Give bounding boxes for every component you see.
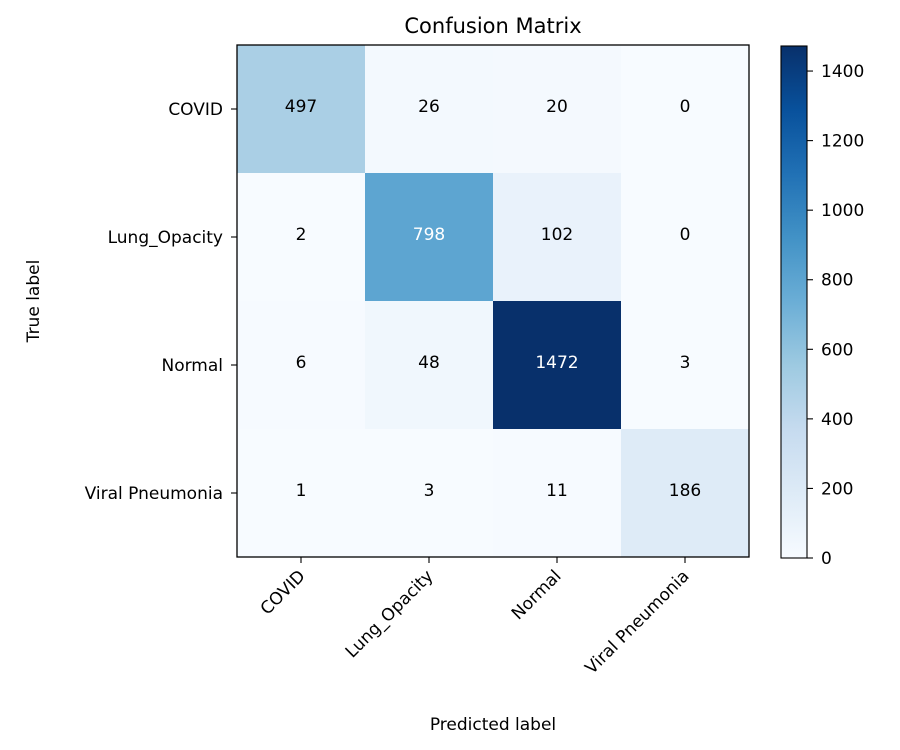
x-tick-label: Normal [508, 566, 566, 624]
heatmap-cell [237, 173, 366, 302]
x-tick-label: COVID [257, 566, 310, 619]
heatmap-cell [237, 301, 366, 430]
y-tick-label: Normal [161, 356, 223, 376]
colorbar-tick-label: 800 [821, 271, 853, 291]
heatmap-cell [365, 429, 494, 558]
cell-value-label: 26 [418, 97, 440, 117]
y-tick-label: Lung_Opacity [108, 228, 223, 248]
heatmap-cell [493, 45, 622, 174]
heatmap-cell [493, 173, 622, 302]
cell-value-label: 11 [546, 481, 568, 501]
cell-value-label: 186 [669, 481, 701, 501]
cell-value-label: 798 [413, 225, 445, 245]
colorbar-tick-label: 600 [821, 340, 853, 360]
x-axis-ticks: COVID Lung_Opacity Normal Viral Pneumonia [257, 557, 694, 678]
colorbar-tick-label: 1200 [821, 132, 864, 152]
cell-value-label: 102 [541, 225, 573, 245]
colorbar-tick-label: 400 [821, 410, 853, 430]
heatmap-cell [237, 45, 366, 174]
heatmap-cell [621, 45, 750, 174]
colorbar-tick-label: 200 [821, 479, 853, 499]
colorbar-tick-label: 1400 [821, 62, 864, 82]
cell-value-label: 48 [418, 353, 440, 373]
y-axis-ticks: COVID Lung_Opacity Normal Viral Pneumonia [85, 100, 237, 504]
y-tick-label: COVID [168, 100, 223, 120]
heatmap-cell [365, 173, 494, 302]
chart-title: Confusion Matrix [404, 14, 581, 38]
x-tick-label: Viral Pneumonia [582, 566, 694, 678]
x-tick-label: Lung_Opacity [342, 566, 438, 662]
cell-value-label: 3 [680, 353, 691, 373]
cell-value-label: 20 [546, 97, 568, 117]
heatmap-cell [493, 301, 622, 430]
cell-value-label: 3 [424, 481, 435, 501]
cell-value-label: 1472 [535, 353, 578, 373]
cell-value-label: 0 [680, 97, 691, 117]
colorbar [780, 45, 808, 559]
cell-value-label: 0 [680, 225, 691, 245]
heatmap-cell [365, 45, 494, 174]
heatmap-cell [621, 173, 750, 302]
plot-frame [236, 44, 750, 558]
cell-value-label: 497 [285, 97, 317, 117]
colorbar-ticks: 0 200 400 600 800 1000 1200 1400 [807, 62, 864, 569]
heatmap-cell [493, 429, 622, 558]
colorbar-tick-label: 0 [821, 549, 832, 569]
heatmap-cell [621, 301, 750, 430]
cell-value-label: 6 [296, 353, 307, 373]
heatmap-cell [237, 429, 366, 558]
y-tick-label: Viral Pneumonia [85, 484, 223, 504]
y-axis-label: True label [24, 260, 44, 344]
x-axis-label: Predicted label [430, 715, 556, 735]
cell-value-label: 1 [296, 481, 307, 501]
heatmap-cell [365, 301, 494, 430]
heatmap-cells [237, 45, 750, 558]
cell-value-label: 2 [296, 225, 307, 245]
colorbar-tick-label: 1000 [821, 201, 864, 221]
heatmap-cell [621, 429, 750, 558]
heatmap-cell-labels: 497 26 20 0 2 798 102 0 6 48 1472 3 1 3 11 186 [285, 97, 701, 501]
